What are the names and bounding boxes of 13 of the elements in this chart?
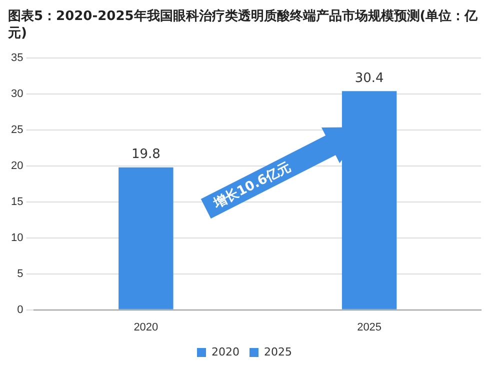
y-tick-label: 25 — [10, 124, 24, 136]
data-label: 19.8 — [131, 147, 160, 162]
data-label: 30.4 — [354, 70, 384, 86]
y-tick-label: 10 — [10, 232, 24, 244]
legend-label: 2020 — [212, 345, 240, 358]
y-tick-label: 15 — [10, 196, 24, 208]
legend-label: 2025 — [264, 345, 292, 358]
y-tick-label: 20 — [10, 160, 24, 172]
y-tick-label: 0 — [17, 304, 24, 316]
y-tick-label: 5 — [17, 268, 24, 280]
y-tick-label: 35 — [10, 52, 24, 64]
chart-title: 图表5：2020-2025年我国眼科治疗类透明质酸终端产品市场规模预测(单位：亿元) — [8, 8, 479, 42]
y-tick-label: 30 — [10, 88, 24, 100]
